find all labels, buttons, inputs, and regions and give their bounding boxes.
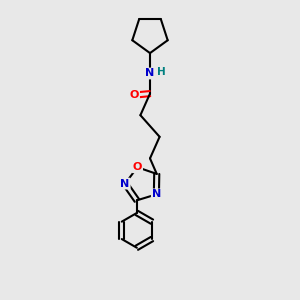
- Text: H: H: [157, 67, 166, 77]
- Text: O: O: [133, 162, 142, 172]
- Text: O: O: [130, 90, 139, 100]
- Text: N: N: [121, 178, 130, 189]
- Text: N: N: [146, 68, 154, 79]
- Text: N: N: [152, 189, 161, 200]
